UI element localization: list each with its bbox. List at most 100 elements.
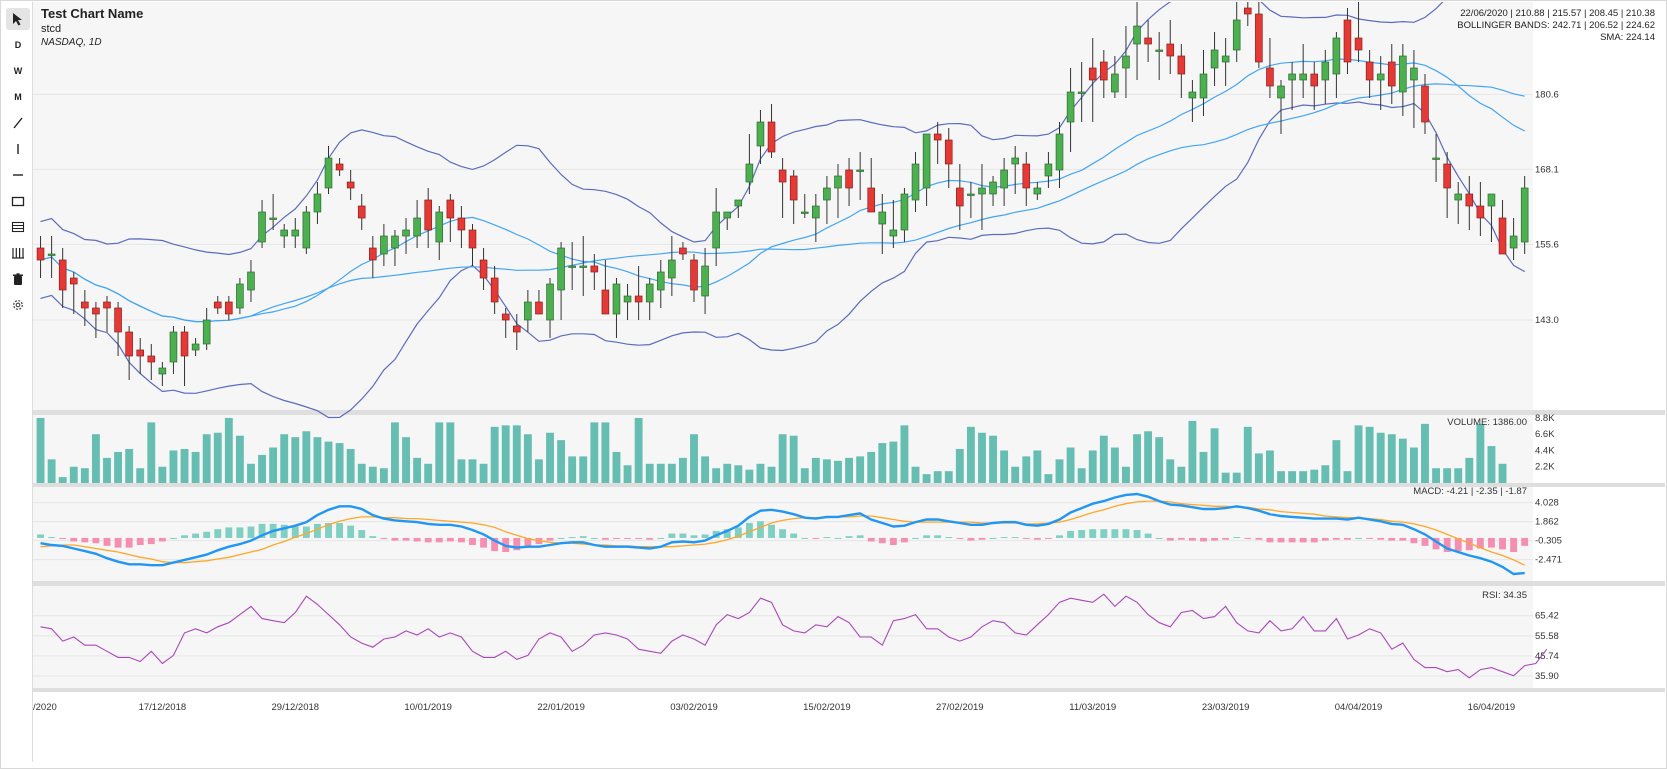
candle-body: [1188, 91, 1197, 99]
volume-bar: [1487, 446, 1496, 483]
candle-body: [922, 133, 931, 189]
candle-body: [1432, 157, 1440, 160]
volume-bar: [224, 417, 233, 483]
volume-bar: [1099, 435, 1108, 483]
trash-icon: [13, 272, 23, 285]
candle-body: [1044, 163, 1053, 177]
macd-histogram-bar: [668, 533, 676, 538]
candle-body: [391, 235, 399, 249]
candle-body: [756, 121, 765, 147]
macd-histogram-bar: [1056, 535, 1063, 538]
sma-readout: SMA: 224.14: [1600, 32, 1655, 43]
candle-body: [81, 301, 89, 309]
macd-histogram-bar: [1022, 537, 1030, 539]
volume-bar: [1465, 457, 1474, 483]
horizontal-lines-tool[interactable]: [6, 216, 30, 238]
horizontal-lines-icon: [11, 221, 25, 233]
macd-histogram-bar: [590, 537, 598, 539]
volume-bar: [878, 443, 887, 483]
candle-body: [501, 313, 510, 321]
volume-bar: [1177, 466, 1186, 483]
volume-bar: [889, 441, 898, 483]
volume-bar: [767, 466, 776, 483]
candle-body: [180, 331, 189, 357]
macd-histogram-bar: [801, 537, 809, 539]
chart-area[interactable]: 180.6 168.1 155.6 143.0 8.8K 6.6K 4.4K 2.2K VOLU…: [33, 2, 1665, 766]
candle-body: [900, 193, 909, 231]
monthly-button[interactable]: M: [14, 92, 22, 102]
rsi-tick-label: 65.42: [1535, 611, 1559, 622]
macd-tick-label: 1.862: [1535, 517, 1559, 528]
candle-body: [867, 187, 875, 213]
volume-bar: [789, 435, 798, 483]
candle-body: [679, 247, 687, 255]
volume-bar: [1421, 423, 1429, 483]
macd-histogram-bar: [790, 533, 798, 538]
candle-body: [535, 301, 543, 315]
volume-bar: [1376, 432, 1385, 483]
candle-body: [236, 283, 244, 309]
macd-histogram-bar: [435, 537, 443, 543]
settings-tool[interactable]: [6, 294, 30, 316]
macd-histogram-bar: [546, 537, 554, 541]
candle-body: [1144, 37, 1152, 45]
volume-bar: [235, 435, 244, 483]
macd-histogram-bar: [302, 526, 310, 538]
macd-histogram-bar: [1332, 537, 1340, 540]
candle-body: [324, 157, 333, 189]
pointer-tool[interactable]: [6, 8, 30, 30]
candle-body: [258, 211, 266, 243]
candle-body: [380, 235, 388, 255]
candle-body: [1000, 169, 1008, 189]
macd-histogram-bar: [1476, 537, 1484, 549]
volume-bar: [1033, 450, 1042, 483]
volume-bar: [601, 422, 610, 483]
delete-tool[interactable]: [6, 268, 30, 290]
trend-line-tool[interactable]: [6, 112, 30, 134]
date-tick-label: 17/12/2018: [139, 702, 187, 713]
candle-body: [712, 211, 720, 249]
macd-histogram-bar: [1410, 537, 1418, 544]
macd-histogram-bar: [989, 537, 997, 539]
volume-bar: [623, 465, 632, 483]
volume-bar: [1166, 459, 1175, 483]
candle-body: [136, 349, 145, 357]
pane-separator: [33, 410, 1665, 415]
candle-body: [357, 205, 366, 219]
vertical-line-tool[interactable]: [6, 138, 30, 160]
price-tick-label: 180.6: [1535, 89, 1559, 100]
volume-bar: [357, 463, 366, 483]
macd-histogram-bar: [1233, 537, 1241, 539]
volume-bar: [169, 450, 178, 483]
macd-histogram-bar: [1321, 537, 1329, 541]
volume-bar: [501, 425, 510, 483]
rectangle-tool[interactable]: [6, 190, 30, 212]
macd-tick-label: -0.305: [1535, 536, 1562, 547]
date-tick-label: 15/02/2019: [803, 702, 851, 713]
volume-bar: [1144, 431, 1153, 483]
chart-canvas[interactable]: 180.6 168.1 155.6 143.0 8.8K 6.6K 4.4K 2.2K VOLU…: [33, 2, 1665, 766]
daily-button[interactable]: D: [14, 40, 22, 50]
volume-bar: [324, 441, 333, 483]
horizontal-line-tool[interactable]: [6, 164, 30, 186]
macd-histogram-bar: [889, 537, 897, 545]
volume-bar: [778, 434, 787, 483]
macd-histogram-bar: [701, 534, 709, 538]
candle-body: [1387, 61, 1396, 87]
macd-histogram-bar: [745, 523, 753, 538]
macd-histogram-bar: [579, 536, 587, 538]
macd-histogram-bar: [624, 537, 631, 539]
weekly-button[interactable]: W: [13, 66, 23, 76]
macd-histogram-bar: [480, 537, 487, 548]
vertical-lines-tool[interactable]: [6, 242, 30, 264]
volume-bar: [701, 456, 710, 483]
diagonal-line-icon: [13, 117, 23, 129]
macd-histogram-bar: [1299, 537, 1307, 543]
candle-body: [1354, 37, 1363, 51]
volume-bar: [756, 463, 765, 483]
volume-tick-label: 8.8K: [1535, 413, 1555, 424]
volume-bar: [1044, 474, 1053, 483]
volume-bar: [80, 468, 89, 483]
candle-body: [147, 355, 156, 363]
macd-histogram-bar: [336, 523, 344, 538]
